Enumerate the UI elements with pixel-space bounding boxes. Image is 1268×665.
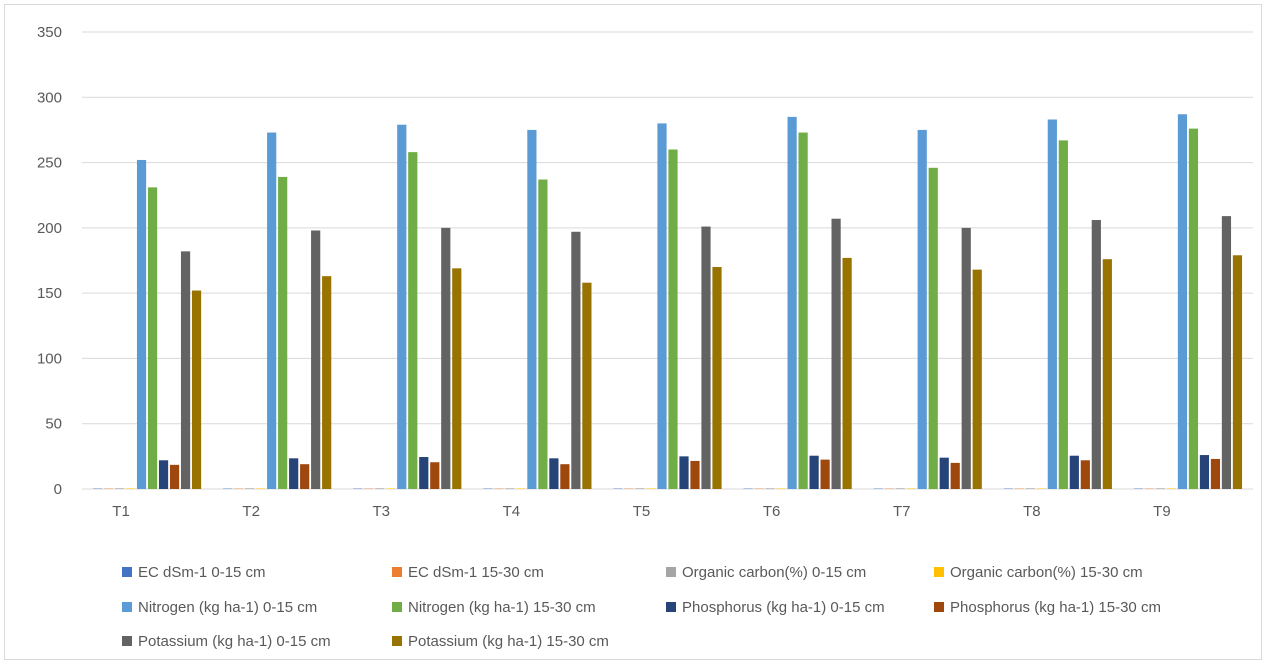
y-tick-label: 150 <box>37 285 62 302</box>
y-tick-label: 50 <box>45 416 62 433</box>
bar-t9-series-6 <box>1199 455 1210 489</box>
bar-t8-series-7 <box>1080 460 1090 489</box>
y-tick-label: 100 <box>37 350 62 367</box>
bar-t3-series-8 <box>441 227 451 489</box>
x-tick-label: T3 <box>373 503 391 520</box>
bar-t2-series-2 <box>245 488 255 489</box>
bar-t3-series-2 <box>375 488 385 489</box>
bar-t9-series-5 <box>1188 128 1199 489</box>
bar-t3-series-3 <box>386 488 396 489</box>
bar-t2-series-5 <box>278 176 288 490</box>
gridlines <box>82 31 1253 490</box>
chart-frame: 0 50 100 150 200 250 300 350 T1 T2 T3 T4 T5 T6 T7 T8 T9 <box>4 4 1262 660</box>
bar-t1-series-4 <box>136 159 147 489</box>
bar-t6-series-2 <box>765 488 775 489</box>
x-tick-label: T4 <box>503 503 521 520</box>
bar-t5-series-9 <box>712 267 722 489</box>
x-tick-label: T8 <box>1023 503 1041 520</box>
bar-t5-series-4 <box>657 123 667 490</box>
y-tick-label: 200 <box>37 220 62 237</box>
bar-t2-series-4 <box>267 132 277 489</box>
bar-t6-series-7 <box>820 459 830 489</box>
x-tick-label: T7 <box>893 503 911 520</box>
x-tick-label: T5 <box>633 503 651 520</box>
bar-t5-series-7 <box>690 460 700 489</box>
bar-t3-series-5 <box>408 152 418 489</box>
x-tick-label: T6 <box>763 503 781 520</box>
bar-t8-series-2 <box>1025 488 1035 489</box>
bar-t3-series-6 <box>419 457 429 489</box>
bar-t5-series-3 <box>646 488 656 489</box>
bar-t5-series-2 <box>635 488 645 489</box>
bar-t7-series-5 <box>928 167 938 489</box>
bar-t1-series-2 <box>114 488 125 489</box>
bar-t2-series-6 <box>289 458 299 489</box>
bar-t7-series-9 <box>972 269 982 489</box>
bar-t7-series-4 <box>917 129 927 489</box>
x-axis-ticks: T1 T2 T3 T4 T5 T6 T7 T8 T9 <box>112 503 1170 520</box>
bar-t7-series-3 <box>906 488 916 489</box>
x-tick-label: T9 <box>1153 503 1171 520</box>
bar-t9-series-8 <box>1221 216 1232 489</box>
bar-t5-series-5 <box>668 149 678 489</box>
y-tick-label: 350 <box>37 24 62 41</box>
bar-t6-series-8 <box>831 218 841 489</box>
bar-t3-series-4 <box>397 124 407 489</box>
bar-t8-series-8 <box>1091 220 1101 489</box>
bar-t6-series-4 <box>787 116 797 489</box>
x-tick-label: T2 <box>242 503 260 520</box>
bar-t6-series-5 <box>798 132 808 489</box>
bar-t9-series-7 <box>1210 458 1221 489</box>
bar-t9-series-2 <box>1155 488 1166 489</box>
bar-t5-series-8 <box>701 226 711 489</box>
bar-t5-series-6 <box>679 456 689 489</box>
bar-t2-series-8 <box>311 230 321 489</box>
y-axis-ticks: 0 50 100 150 200 250 300 350 <box>37 24 62 498</box>
bar-t9-series-4 <box>1177 114 1188 489</box>
bar-t1-series-6 <box>158 460 169 489</box>
bar-t9-series-9 <box>1232 255 1243 489</box>
bar-t6-series-6 <box>809 455 819 489</box>
bar-t3-series-9 <box>452 268 462 489</box>
bar-t2-series-9 <box>322 276 332 489</box>
bar-t8-series-4 <box>1047 119 1057 490</box>
bar-t6-series-3 <box>776 488 786 489</box>
x-tick-label: T1 <box>112 503 130 520</box>
bar-t4-series-2 <box>505 488 515 489</box>
y-tick-label: 300 <box>37 89 62 106</box>
bar-t4-series-9 <box>582 282 592 489</box>
bar-t7-series-7 <box>950 462 960 489</box>
bar-t4-series-7 <box>560 464 570 489</box>
bar-t4-series-3 <box>516 488 526 489</box>
bar-t6-series-9 <box>842 257 852 489</box>
y-tick-label: 0 <box>54 481 62 498</box>
bar-chart: 0 50 100 150 200 250 300 350 T1 T2 T3 T4 T5 T6 T7 T8 T9 <box>37 24 1253 520</box>
y-tick-label: 250 <box>37 155 62 172</box>
bar-t1-series-5 <box>147 187 158 489</box>
bar-t1-series-9 <box>191 290 202 489</box>
bar-t8-series-5 <box>1058 140 1068 490</box>
bar-t8-series-3 <box>1036 488 1046 489</box>
bar-t2-series-3 <box>256 488 266 489</box>
bar-t7-series-8 <box>961 227 971 489</box>
bar-t1-series-3 <box>125 488 136 489</box>
bar-t7-series-6 <box>939 457 949 489</box>
bar-t2-series-7 <box>300 464 310 489</box>
bar-t8-series-9 <box>1102 259 1112 489</box>
bar-t4-series-5 <box>538 179 548 489</box>
bar-t4-series-8 <box>571 231 581 489</box>
bar-t8-series-6 <box>1069 455 1079 489</box>
bar-t7-series-2 <box>895 488 905 489</box>
bar-t4-series-6 <box>549 458 559 489</box>
bars <box>92 114 1243 490</box>
bar-t9-series-3 <box>1166 488 1177 489</box>
bar-t3-series-7 <box>430 462 440 489</box>
bar-t4-series-4 <box>527 129 537 489</box>
bar-t1-series-8 <box>180 251 191 489</box>
bar-t1-series-7 <box>169 464 180 489</box>
